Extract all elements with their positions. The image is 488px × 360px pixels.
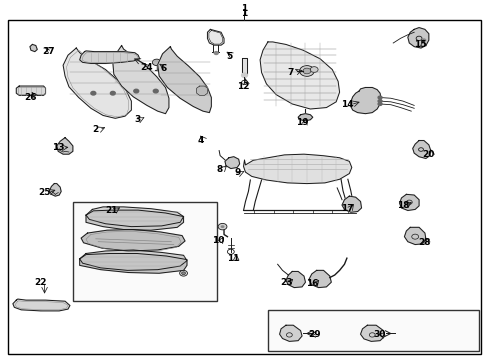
Text: 10: 10: [212, 237, 224, 246]
Circle shape: [241, 73, 247, 77]
Polygon shape: [285, 271, 305, 288]
Polygon shape: [404, 227, 425, 244]
Text: 1: 1: [241, 9, 247, 18]
Text: 28: 28: [418, 238, 430, 247]
Bar: [267, 310, 478, 351]
Text: 6: 6: [161, 64, 167, 73]
Text: 22: 22: [34, 278, 47, 287]
Bar: [73, 202, 216, 301]
Polygon shape: [16, 86, 45, 95]
Polygon shape: [80, 51, 140, 63]
Polygon shape: [279, 325, 302, 341]
Circle shape: [91, 91, 96, 95]
Polygon shape: [13, 299, 70, 311]
Circle shape: [152, 59, 161, 66]
Polygon shape: [63, 48, 131, 118]
Polygon shape: [399, 194, 418, 211]
Circle shape: [220, 225, 224, 228]
Polygon shape: [30, 44, 37, 51]
Circle shape: [303, 68, 310, 74]
Text: 29: 29: [308, 330, 320, 339]
Text: 8: 8: [217, 165, 223, 174]
Circle shape: [377, 100, 381, 103]
Circle shape: [299, 66, 314, 76]
Circle shape: [377, 103, 381, 105]
Text: 12: 12: [236, 82, 249, 91]
Text: 9: 9: [235, 168, 241, 177]
Polygon shape: [243, 154, 351, 184]
Text: 16: 16: [306, 279, 318, 288]
Text: 5: 5: [226, 52, 232, 61]
Text: 19: 19: [295, 118, 308, 127]
Polygon shape: [341, 196, 361, 212]
Text: 3: 3: [134, 114, 140, 123]
Circle shape: [110, 91, 115, 95]
Circle shape: [218, 224, 226, 230]
Polygon shape: [207, 30, 224, 45]
Text: 26: 26: [24, 93, 37, 102]
Polygon shape: [298, 114, 312, 121]
Text: 11: 11: [226, 255, 239, 264]
Text: 23: 23: [280, 278, 293, 287]
Polygon shape: [196, 86, 207, 95]
Text: 4: 4: [197, 136, 203, 145]
Text: 30: 30: [372, 330, 385, 339]
Circle shape: [421, 39, 426, 42]
Text: 15: 15: [413, 40, 426, 49]
Polygon shape: [86, 207, 183, 226]
Polygon shape: [412, 140, 430, 158]
Text: 27: 27: [42, 47, 55, 56]
Circle shape: [153, 89, 158, 93]
Polygon shape: [49, 184, 61, 196]
Polygon shape: [308, 270, 330, 288]
Polygon shape: [360, 325, 384, 341]
Polygon shape: [224, 157, 239, 168]
Polygon shape: [57, 138, 73, 154]
Circle shape: [179, 270, 187, 276]
Polygon shape: [86, 210, 183, 230]
Circle shape: [134, 89, 139, 93]
Polygon shape: [407, 28, 428, 48]
Text: 2: 2: [92, 125, 99, 134]
Circle shape: [310, 67, 318, 72]
Text: 7: 7: [287, 68, 293, 77]
Polygon shape: [80, 253, 186, 273]
Circle shape: [214, 51, 218, 54]
Polygon shape: [158, 46, 211, 113]
Text: 17: 17: [340, 204, 352, 213]
Polygon shape: [113, 45, 168, 114]
Text: 25: 25: [38, 188, 51, 197]
Text: 18: 18: [396, 201, 408, 210]
Text: 13: 13: [52, 143, 64, 152]
Circle shape: [181, 272, 185, 275]
Polygon shape: [81, 229, 184, 251]
Circle shape: [377, 96, 381, 99]
Polygon shape: [350, 87, 380, 114]
Text: 21: 21: [105, 206, 118, 215]
Text: 24: 24: [141, 63, 153, 72]
Polygon shape: [242, 58, 246, 75]
Polygon shape: [80, 250, 186, 270]
Text: 20: 20: [422, 150, 434, 159]
Polygon shape: [260, 42, 339, 109]
Text: 14: 14: [340, 100, 352, 109]
Text: 1: 1: [241, 4, 247, 13]
